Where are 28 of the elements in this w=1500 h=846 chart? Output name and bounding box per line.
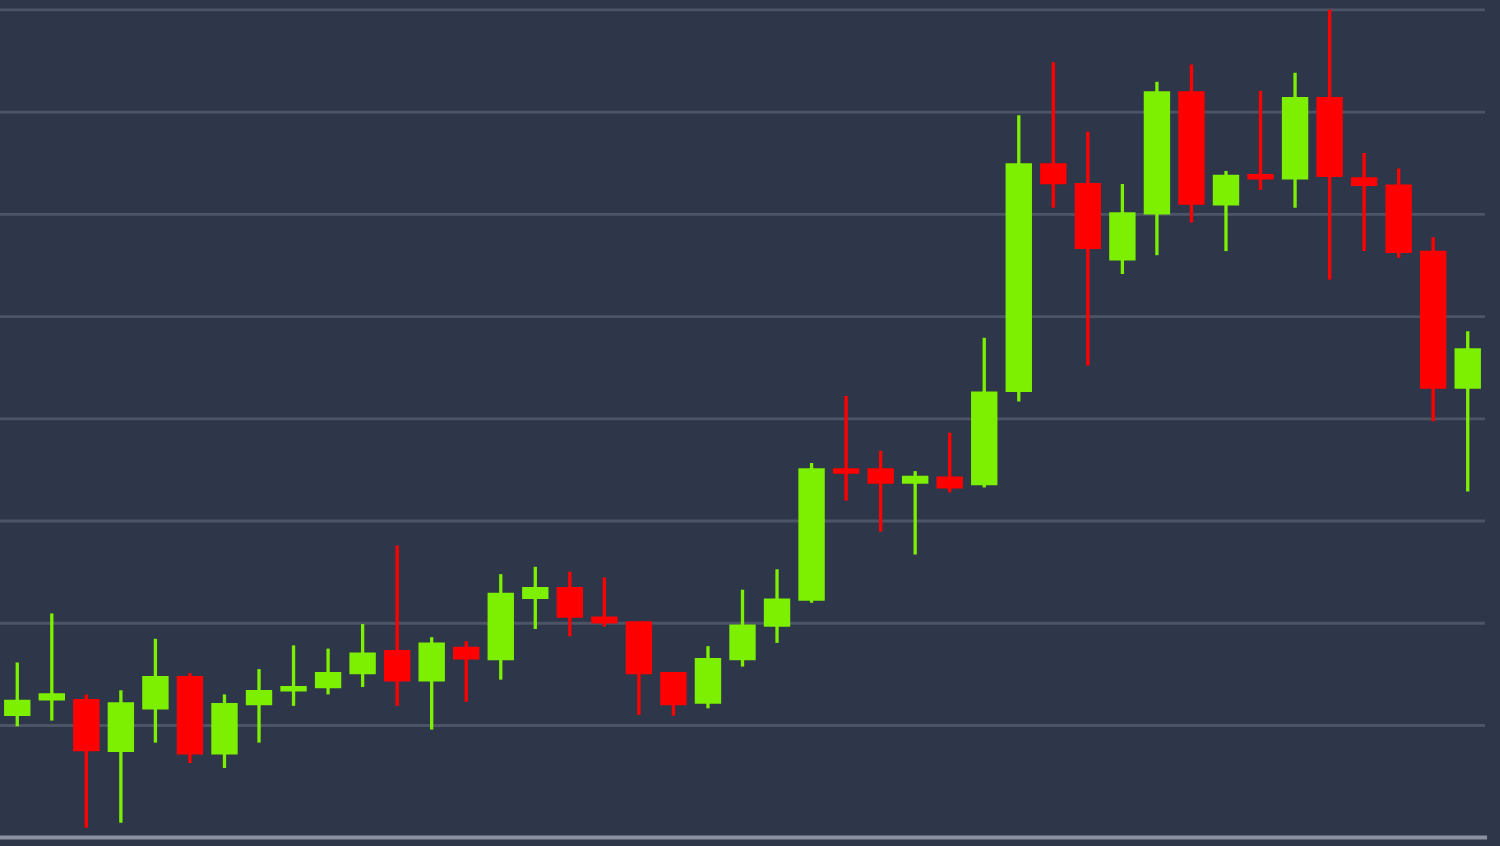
candlestick xyxy=(729,588,756,669)
candlestick xyxy=(453,639,480,704)
candlestick xyxy=(660,671,687,718)
candlestick xyxy=(936,431,963,495)
candlestick xyxy=(142,637,169,745)
candlestick xyxy=(1350,151,1378,253)
candlestick xyxy=(245,667,273,745)
candlestick xyxy=(694,644,722,710)
candlestick xyxy=(556,570,584,638)
candlestick xyxy=(4,660,31,728)
candlestick xyxy=(1212,169,1240,253)
candlestick xyxy=(107,688,135,825)
candlestick xyxy=(522,565,549,631)
candlestick xyxy=(1247,89,1274,192)
candlestick xyxy=(1109,182,1136,276)
candlestick xyxy=(349,622,376,689)
candlestick xyxy=(314,646,342,697)
candlestick xyxy=(867,449,894,534)
candlestick xyxy=(591,575,618,629)
candlestick xyxy=(383,543,411,708)
candlestick xyxy=(1454,329,1481,494)
candlestick xyxy=(280,643,307,708)
candlestick xyxy=(38,611,65,723)
candlestick xyxy=(901,469,929,557)
candlestick xyxy=(763,567,791,645)
candlestick xyxy=(418,635,445,732)
candlestick xyxy=(832,394,860,503)
candlestick xyxy=(1040,60,1067,210)
